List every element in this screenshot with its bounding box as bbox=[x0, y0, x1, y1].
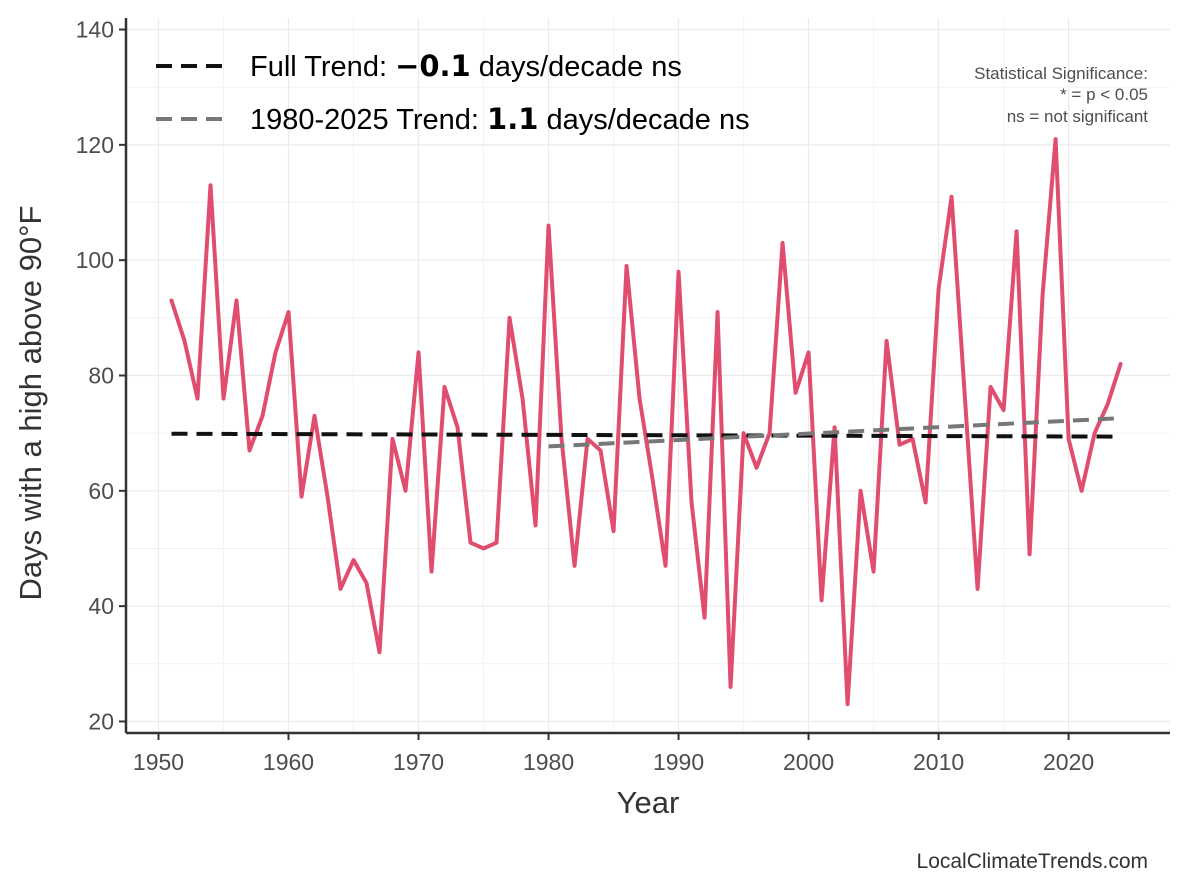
legend-recent-value: 1.1 bbox=[487, 102, 538, 136]
legend-label-recent-trend: 1980-2025 Trend: 1.1 days/decade ns bbox=[250, 102, 750, 136]
legend-label-full-trend: Full Trend: −0.1 days/decade ns bbox=[250, 49, 682, 83]
legend-full-suffix: days/decade ns bbox=[471, 51, 682, 83]
y-tick-label: 80 bbox=[88, 363, 114, 389]
legend-full-prefix: Full Trend: bbox=[250, 51, 395, 83]
trend-line-full bbox=[171, 431, 1121, 439]
grid bbox=[126, 18, 1170, 733]
y-tick-label: 60 bbox=[88, 478, 114, 504]
y-tick-label: 140 bbox=[76, 17, 114, 43]
x-axis-title: Year bbox=[617, 785, 680, 820]
y-tick-label: 40 bbox=[88, 593, 114, 619]
y-axis-title: Days with a high above 90°F bbox=[13, 206, 48, 601]
trend-line-1980-2025 bbox=[548, 416, 1121, 449]
x-tick-label: 1960 bbox=[263, 749, 314, 775]
y-tick-label: 20 bbox=[88, 708, 114, 734]
series-line-days-above-90 bbox=[169, 137, 1123, 707]
y-tick-label: 100 bbox=[76, 247, 114, 273]
y-ticks: 20 40 60 80 100 120 140 bbox=[76, 17, 126, 734]
y-tick-label: 120 bbox=[76, 132, 114, 158]
x-tick-label: 2010 bbox=[913, 749, 964, 775]
x-tick-label: 1970 bbox=[393, 749, 444, 775]
legend-recent-suffix: days/decade ns bbox=[538, 104, 749, 136]
x-tick-label: 2020 bbox=[1043, 749, 1094, 775]
x-tick-label: 1990 bbox=[653, 749, 704, 775]
significance-title: Statistical Significance: bbox=[974, 64, 1148, 83]
x-tick-label: 2000 bbox=[783, 749, 834, 775]
legend-full-value: −0.1 bbox=[395, 49, 471, 83]
x-ticks: 1950 1960 1970 1980 1990 2000 2010 2020 bbox=[133, 733, 1094, 775]
source-caption: LocalClimateTrends.com bbox=[917, 850, 1148, 873]
x-tick-label: 1950 bbox=[133, 749, 184, 775]
significance-line-2: ns = not significant bbox=[1007, 107, 1149, 126]
significance-line-1: * = p < 0.05 bbox=[1060, 85, 1148, 104]
significance-note: Statistical Significance: * = p < 0.05 n… bbox=[974, 64, 1148, 126]
legend-recent-prefix: 1980-2025 Trend: bbox=[250, 104, 487, 136]
x-tick-label: 1980 bbox=[523, 749, 574, 775]
legend: Full Trend: −0.1 days/decade ns 1980-202… bbox=[156, 49, 750, 136]
